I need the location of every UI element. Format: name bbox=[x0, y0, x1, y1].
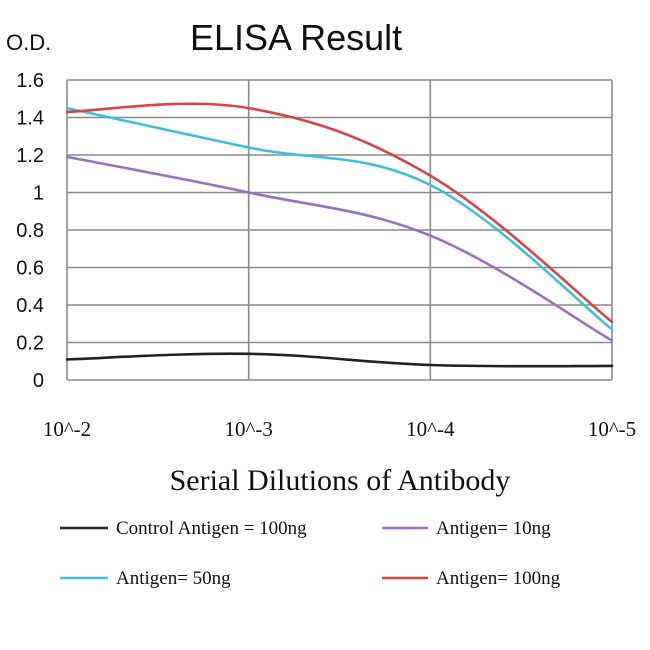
legend-label: Antigen= 100ng bbox=[436, 568, 561, 589]
legend-label: Control Antigen = 100ng bbox=[116, 518, 307, 539]
y-tick-label: 0.8 bbox=[16, 220, 44, 242]
y-tick-label: 1.2 bbox=[16, 145, 44, 167]
legend-item: Antigen= 50ng bbox=[60, 568, 231, 589]
legend-label: Antigen= 10ng bbox=[436, 518, 551, 539]
y-tick-labels: 0 0.2 0.4 0.6 0.8 1 1.2 1.4 1.6 bbox=[16, 70, 44, 392]
y-tick-label: 0.4 bbox=[16, 295, 44, 317]
x-axis-label: Serial Dilutions of Antibody bbox=[170, 464, 511, 497]
legend-item: Control Antigen = 100ng bbox=[60, 518, 307, 539]
y-axis-label: O.D. bbox=[6, 30, 51, 55]
x-tick-labels: 10^-2 10^-3 10^-4 10^-5 bbox=[43, 417, 636, 441]
x-tick-label: 10^-5 bbox=[588, 417, 636, 441]
legend: Control Antigen = 100ng Antigen= 10ng Anti… bbox=[60, 518, 561, 589]
series-line bbox=[65, 106, 614, 331]
y-tick-label: 1.6 bbox=[16, 70, 44, 92]
series-line bbox=[65, 352, 614, 368]
x-tick-label: 10^-3 bbox=[224, 417, 272, 441]
plot-series bbox=[65, 102, 614, 368]
y-tick-label: 0 bbox=[33, 370, 44, 392]
x-tick-label: 10^-4 bbox=[406, 417, 455, 441]
legend-item: Antigen= 10ng bbox=[382, 518, 551, 539]
chart-title: ELISA Result bbox=[190, 17, 402, 58]
series-line bbox=[65, 102, 614, 324]
x-tick-label: 10^-2 bbox=[43, 417, 91, 441]
series-line bbox=[65, 155, 614, 342]
legend-item: Antigen= 100ng bbox=[382, 568, 561, 589]
y-tick-label: 0.6 bbox=[16, 258, 44, 280]
y-tick-label: 1.4 bbox=[16, 108, 44, 130]
legend-label: Antigen= 50ng bbox=[116, 568, 231, 589]
y-tick-label: 0.2 bbox=[16, 333, 44, 355]
y-tick-label: 1 bbox=[33, 183, 44, 205]
